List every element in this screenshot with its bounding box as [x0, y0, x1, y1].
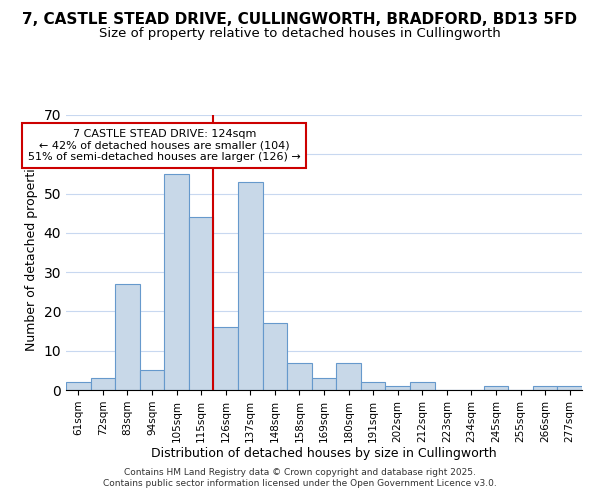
Bar — [66, 382, 91, 390]
Bar — [238, 182, 263, 390]
Text: 7 CASTLE STEAD DRIVE: 124sqm
← 42% of detached houses are smaller (104)
51% of s: 7 CASTLE STEAD DRIVE: 124sqm ← 42% of de… — [28, 128, 301, 162]
Bar — [287, 362, 312, 390]
Bar — [189, 217, 214, 390]
Bar — [140, 370, 164, 390]
Bar — [385, 386, 410, 390]
Bar — [410, 382, 434, 390]
Bar — [115, 284, 140, 390]
Bar — [557, 386, 582, 390]
Bar — [312, 378, 336, 390]
Bar — [214, 327, 238, 390]
Bar — [361, 382, 385, 390]
Bar — [164, 174, 189, 390]
X-axis label: Distribution of detached houses by size in Cullingworth: Distribution of detached houses by size … — [151, 448, 497, 460]
Bar — [533, 386, 557, 390]
Bar — [91, 378, 115, 390]
Bar — [263, 323, 287, 390]
Bar — [336, 362, 361, 390]
Bar — [484, 386, 508, 390]
Text: Contains HM Land Registry data © Crown copyright and database right 2025.
Contai: Contains HM Land Registry data © Crown c… — [103, 468, 497, 487]
Text: 7, CASTLE STEAD DRIVE, CULLINGWORTH, BRADFORD, BD13 5FD: 7, CASTLE STEAD DRIVE, CULLINGWORTH, BRA… — [23, 12, 577, 28]
Y-axis label: Number of detached properties: Number of detached properties — [25, 154, 38, 351]
Text: Size of property relative to detached houses in Cullingworth: Size of property relative to detached ho… — [99, 28, 501, 40]
